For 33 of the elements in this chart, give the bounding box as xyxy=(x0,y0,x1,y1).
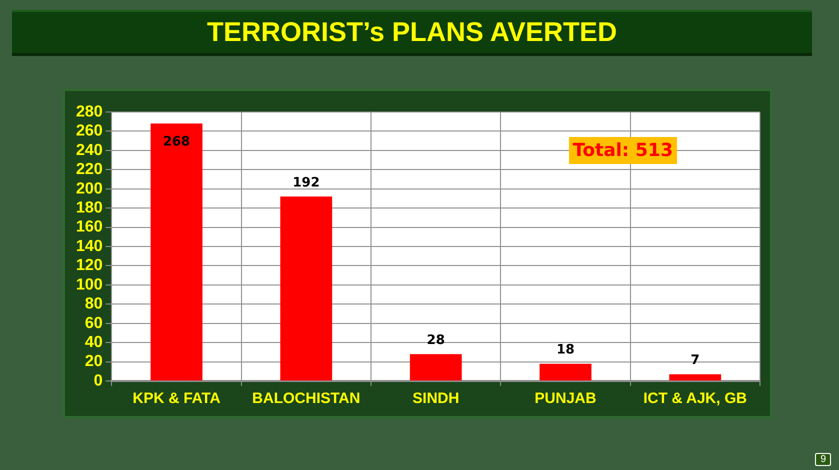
y-tick-label: 280 xyxy=(76,103,103,120)
y-tick-label: 180 xyxy=(76,199,103,216)
y-tick-label: 200 xyxy=(76,180,103,198)
bar xyxy=(540,364,592,380)
y-tick-label: 120 xyxy=(76,257,103,274)
y-tick-label: 100 xyxy=(76,276,103,294)
data-label: 268 xyxy=(162,134,190,150)
y-tick-label: 0 xyxy=(94,372,103,390)
bar xyxy=(280,196,332,380)
annotation: Total: 513 xyxy=(568,137,677,164)
y-tick-label: 20 xyxy=(84,353,103,370)
y-tick-label: 260 xyxy=(76,122,103,140)
data-label: 18 xyxy=(556,342,575,358)
y-tick-label: 160 xyxy=(76,218,103,236)
x-tick-label: ICT & AJK, GB xyxy=(643,390,748,408)
x-tick-label: SINDH xyxy=(412,390,460,408)
text: 9 xyxy=(815,453,831,466)
y-tick-label: 220 xyxy=(76,161,103,178)
data-label: 28 xyxy=(426,332,445,348)
chart-title: TERRORIST’s PLANS AVERTED xyxy=(12,10,812,56)
data-label: 7 xyxy=(690,353,700,368)
y-tick-label: 240 xyxy=(76,142,103,159)
x-tick-label: PUNJAB xyxy=(534,390,597,408)
x-tick-label: BALOCHISTAN xyxy=(252,390,360,408)
y-tick-label: 80 xyxy=(84,296,103,313)
y-tick-label: 140 xyxy=(76,238,103,255)
x-tick-label: KPK & FATA xyxy=(132,390,221,408)
bar xyxy=(150,124,202,380)
bar xyxy=(410,354,462,380)
data-label: 192 xyxy=(292,175,320,190)
y-tick-label: 60 xyxy=(84,314,103,332)
y-tick-label: 40 xyxy=(84,334,103,351)
bar xyxy=(669,374,722,380)
